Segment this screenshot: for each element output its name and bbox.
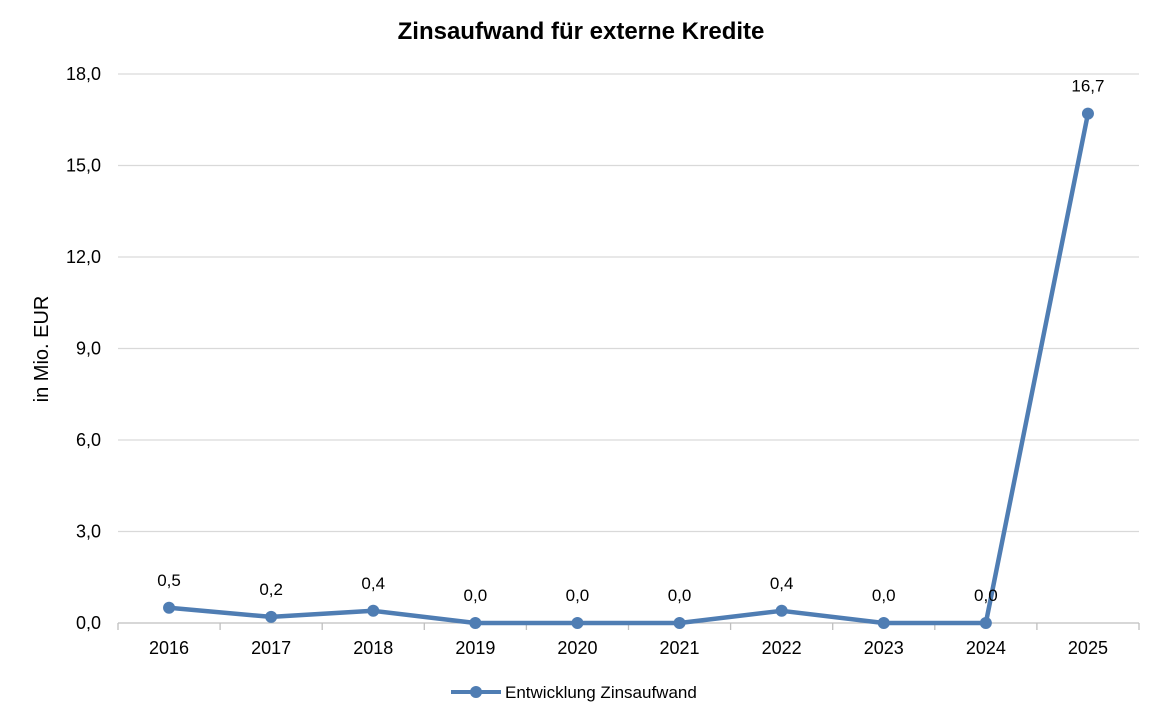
data-point — [775, 604, 788, 617]
data-point — [1081, 107, 1094, 120]
data-point — [877, 617, 890, 629]
x-tick-label: 2019 — [455, 638, 495, 658]
data-point — [469, 617, 482, 629]
chart-title: Zinsaufwand für externe Kredite — [398, 18, 765, 45]
data-label: 0,5 — [157, 571, 181, 590]
series-line — [166, 111, 1091, 626]
x-tick-label: 2016 — [149, 638, 189, 658]
data-label: 0,0 — [566, 586, 590, 605]
data-point — [163, 601, 176, 614]
data-point — [571, 617, 584, 629]
y-tick-label: 15,0 — [66, 156, 101, 176]
x-tick-label: 2018 — [353, 638, 393, 658]
x-tick-label: 2017 — [251, 638, 291, 658]
x-tick-label: 2025 — [1068, 638, 1108, 658]
legend-point-marker — [470, 686, 482, 698]
data-label: 16,7 — [1071, 77, 1104, 96]
data-label: 0,4 — [361, 574, 385, 593]
data-label: 0,4 — [770, 574, 794, 593]
data-point — [673, 617, 686, 629]
data-point — [367, 604, 380, 617]
y-tick-label: 6,0 — [76, 430, 101, 450]
y-tick-label: 0,0 — [76, 613, 101, 633]
x-tick-label: 2024 — [966, 638, 1006, 658]
data-point — [979, 617, 992, 629]
x-tick-label: 2023 — [864, 638, 904, 658]
legend-label: Entwicklung Zinsaufwand — [505, 683, 697, 702]
x-axis-tick-labels: 2016 2017 2018 2019 2020 2021 2022 2023 2024 2025 — [149, 638, 1108, 658]
gridlines — [118, 73, 1139, 533]
data-label: 0,2 — [259, 580, 283, 599]
y-tick-label: 9,0 — [76, 339, 101, 359]
y-tick-label: 12,0 — [66, 247, 101, 267]
data-labels: 0,5 0,2 0,4 0,0 0,0 0,0 0,4 0,0 0,0 16,7 — [157, 77, 1104, 605]
x-tick-label: 2021 — [660, 638, 700, 658]
data-point — [265, 610, 278, 623]
series-entwicklung-zinsaufwand — [163, 107, 1094, 629]
x-tick-label: 2020 — [557, 638, 597, 658]
legend: Entwicklung Zinsaufwand — [451, 683, 697, 702]
x-tick-label: 2022 — [762, 638, 802, 658]
y-axis-label: in Mio. EUR — [31, 296, 53, 403]
data-label: 0,0 — [974, 586, 998, 605]
data-label: 0,0 — [872, 586, 896, 605]
y-tick-label: 3,0 — [76, 522, 101, 542]
y-axis-tick-labels: 0,0 3,0 6,0 9,0 12,0 15,0 18,0 — [66, 64, 101, 633]
data-label: 0,0 — [668, 586, 692, 605]
data-label: 0,0 — [464, 586, 488, 605]
y-tick-label: 18,0 — [66, 64, 101, 84]
